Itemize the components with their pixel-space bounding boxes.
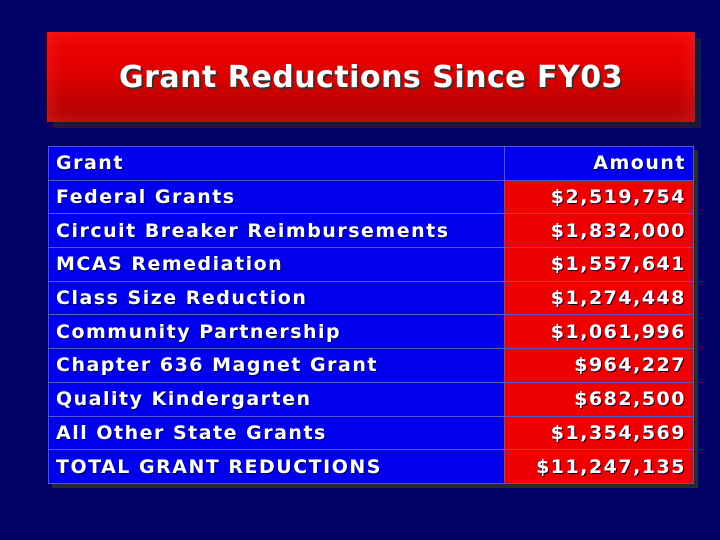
slide-title: Grant Reductions Since FY03 (118, 59, 624, 95)
grant-reductions-table: Grant Amount Federal Grants $2,519,754 C… (48, 146, 694, 484)
table-row: Federal Grants $2,519,754 (48, 179, 694, 215)
grant-name: Federal Grants (48, 179, 505, 215)
table-row: Chapter 636 Magnet Grant $964,227 (48, 348, 694, 383)
title-banner: Grant Reductions Since FY03 (47, 32, 695, 122)
grant-name: Community Partnership (48, 314, 505, 350)
total-amount: $11,247,135 (504, 449, 694, 484)
grant-amount: $1,354,569 (504, 415, 694, 451)
grant-name: Quality Kindergarten (48, 381, 505, 417)
grant-amount: $1,061,996 (504, 314, 694, 350)
grant-name: Circuit Breaker Reimbursements (48, 213, 505, 249)
grant-name: MCAS Remediation (48, 247, 505, 282)
table-row: Community Partnership $1,061,996 (48, 314, 694, 350)
grant-name: Chapter 636 Magnet Grant (48, 348, 505, 383)
table-row: MCAS Remediation $1,557,641 (48, 247, 694, 282)
table-row: All Other State Grants $1,354,569 (48, 415, 694, 451)
table-row: Quality Kindergarten $682,500 (48, 381, 694, 417)
grant-name: Class Size Reduction (48, 280, 505, 316)
total-row: TOTAL GRANT REDUCTIONS $11,247,135 (48, 449, 694, 484)
grant-amount: $1,832,000 (504, 213, 694, 249)
header-grant: Grant (48, 146, 505, 181)
grant-amount: $2,519,754 (504, 179, 694, 215)
grant-amount: $964,227 (504, 348, 694, 383)
grant-amount: $1,557,641 (504, 247, 694, 282)
grant-amount: $1,274,448 (504, 280, 694, 316)
table-header-row: Grant Amount (48, 146, 694, 181)
grant-amount: $682,500 (504, 381, 694, 417)
table-row: Circuit Breaker Reimbursements $1,832,00… (48, 213, 694, 249)
total-label: TOTAL GRANT REDUCTIONS (48, 449, 505, 484)
header-amount: Amount (504, 146, 694, 181)
grant-name: All Other State Grants (48, 415, 505, 451)
table-row: Class Size Reduction $1,274,448 (48, 280, 694, 316)
